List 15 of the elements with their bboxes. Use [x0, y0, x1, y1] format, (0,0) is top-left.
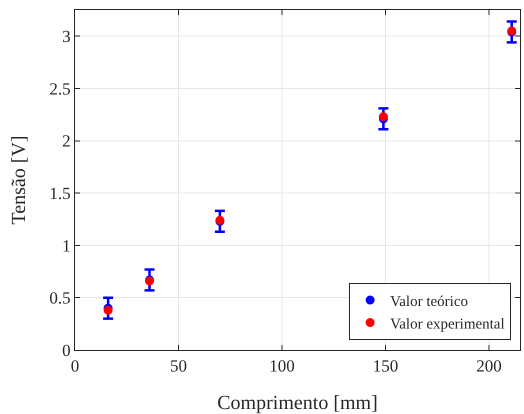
y-tick-label: 2.5: [49, 79, 71, 98]
x-tick-label: 50: [170, 356, 187, 376]
x-tick-label: 150: [372, 356, 398, 376]
legend-label: Valor teórico: [390, 294, 468, 310]
y-tick-label: 1: [62, 236, 71, 256]
y-tick-label: 0.5: [49, 288, 71, 308]
y-tick-label: 0: [62, 340, 71, 360]
y-tick-label: 3: [62, 27, 71, 46]
legend-label: Valor experimental: [390, 316, 505, 332]
y-axis-title: Tensão [V]: [8, 135, 30, 225]
x-axis-title: Comprimento [mm]: [217, 392, 378, 414]
y-tick-label: 1.5: [49, 184, 71, 204]
y-tick-label: 2: [62, 132, 71, 151]
x-tick-label: 200: [476, 356, 502, 376]
x-tick-label: 100: [269, 356, 295, 376]
